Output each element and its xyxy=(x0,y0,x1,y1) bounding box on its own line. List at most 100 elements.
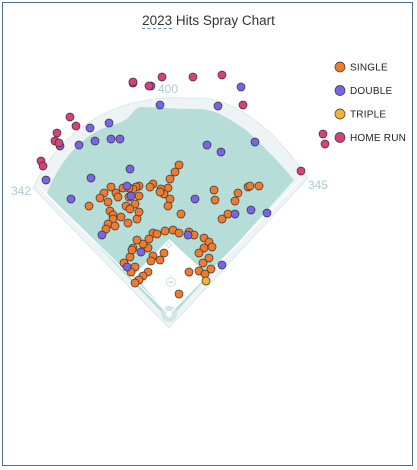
single-marker[interactable] xyxy=(174,228,184,238)
home-run-marker[interactable] xyxy=(52,128,62,138)
home-run-marker[interactable] xyxy=(238,100,248,110)
single-marker[interactable] xyxy=(155,255,165,265)
double-marker[interactable] xyxy=(262,208,272,218)
single-marker[interactable] xyxy=(130,278,140,288)
single-marker[interactable] xyxy=(194,248,204,258)
double-marker[interactable] xyxy=(216,147,226,157)
double-marker[interactable] xyxy=(126,191,136,201)
double-marker[interactable] xyxy=(122,262,132,272)
home-run-marker[interactable] xyxy=(144,81,154,91)
single-marker[interactable] xyxy=(101,224,111,234)
single-marker[interactable] xyxy=(210,195,220,205)
single-marker[interactable] xyxy=(132,235,142,245)
legend-item-triple[interactable]: TRIPLE xyxy=(334,108,386,121)
legend-label: TRIPLE xyxy=(350,110,386,121)
double-marker[interactable] xyxy=(41,175,51,185)
double-marker[interactable] xyxy=(125,164,135,174)
single-marker[interactable] xyxy=(233,188,243,198)
single-marker[interactable] xyxy=(155,187,165,197)
legend-swatch xyxy=(334,108,346,120)
single-marker[interactable] xyxy=(174,160,184,170)
double-marker[interactable] xyxy=(183,230,193,240)
double-marker[interactable] xyxy=(122,181,132,191)
double-marker[interactable] xyxy=(217,260,227,270)
single-marker[interactable] xyxy=(123,218,133,228)
double-marker[interactable] xyxy=(190,194,200,204)
double-marker[interactable] xyxy=(85,123,95,133)
single-marker[interactable] xyxy=(160,226,170,236)
single-marker[interactable] xyxy=(110,221,120,231)
single-marker[interactable] xyxy=(184,267,194,277)
single-marker[interactable] xyxy=(146,256,156,266)
double-marker[interactable] xyxy=(86,173,96,183)
single-marker[interactable] xyxy=(145,182,155,192)
single-marker[interactable] xyxy=(95,193,105,203)
single-marker[interactable] xyxy=(176,209,186,219)
double-marker[interactable] xyxy=(66,194,76,204)
single-marker[interactable] xyxy=(207,242,217,252)
single-marker[interactable] xyxy=(206,264,216,274)
double-marker[interactable] xyxy=(90,136,100,146)
season-year[interactable]: 2023 xyxy=(142,13,173,29)
triple-marker[interactable] xyxy=(201,276,211,286)
double-marker[interactable] xyxy=(74,140,84,150)
single-marker[interactable] xyxy=(134,207,144,217)
home-run-marker[interactable] xyxy=(38,161,48,171)
home-run-marker[interactable] xyxy=(65,112,75,122)
single-marker[interactable] xyxy=(106,182,116,192)
single-marker[interactable] xyxy=(204,253,214,263)
single-marker[interactable] xyxy=(152,229,162,239)
legend-item-double[interactable]: DOUBLE xyxy=(334,85,392,98)
chart-frame: 2023 Hits Spray Chart 342 400 345 SINGLE… xyxy=(2,2,413,466)
single-marker[interactable] xyxy=(209,185,219,195)
double-marker[interactable] xyxy=(246,205,256,215)
single-marker[interactable] xyxy=(165,174,175,184)
legend-swatch xyxy=(334,85,346,96)
single-marker[interactable] xyxy=(163,201,173,211)
home-run-marker[interactable] xyxy=(296,166,306,176)
single-marker[interactable] xyxy=(217,214,227,224)
single-marker[interactable] xyxy=(127,245,137,255)
single-marker[interactable] xyxy=(174,289,184,299)
home-run-marker[interactable] xyxy=(318,129,328,139)
home-run-marker[interactable] xyxy=(157,72,167,82)
double-marker[interactable] xyxy=(155,100,165,110)
hit-markers xyxy=(36,70,330,299)
home-run-marker[interactable] xyxy=(320,139,330,149)
single-marker[interactable] xyxy=(198,258,208,268)
double-marker[interactable] xyxy=(250,137,260,147)
single-marker[interactable] xyxy=(159,248,169,258)
single-marker[interactable] xyxy=(245,181,255,191)
single-marker[interactable] xyxy=(170,167,180,177)
single-marker[interactable] xyxy=(125,204,135,214)
home-run-marker[interactable] xyxy=(54,138,64,148)
home-run-marker[interactable] xyxy=(71,121,81,131)
double-marker[interactable] xyxy=(236,82,246,92)
double-marker[interactable] xyxy=(97,230,107,240)
single-marker[interactable] xyxy=(113,192,123,202)
second-base xyxy=(165,241,173,249)
double-marker[interactable] xyxy=(202,140,212,150)
single-marker[interactable] xyxy=(230,196,240,206)
legend-swatch xyxy=(334,61,346,73)
chart-title-text: Hits Spray Chart xyxy=(172,13,275,28)
single-marker[interactable] xyxy=(116,212,126,222)
center-field-distance: 400 xyxy=(158,82,178,96)
double-marker[interactable] xyxy=(115,134,125,144)
single-marker[interactable] xyxy=(103,197,113,207)
double-marker[interactable] xyxy=(213,101,223,111)
legend-item-home-run[interactable]: HOME RUN xyxy=(334,132,406,145)
home-run-marker[interactable] xyxy=(217,70,227,80)
legend-item-single[interactable]: SINGLE xyxy=(334,61,388,74)
single-marker[interactable] xyxy=(84,201,94,211)
single-marker[interactable] xyxy=(134,191,144,201)
double-marker[interactable] xyxy=(106,134,116,144)
home-run-marker[interactable] xyxy=(188,72,198,82)
double-marker[interactable] xyxy=(230,209,240,219)
single-marker[interactable] xyxy=(144,234,154,244)
double-marker[interactable] xyxy=(136,247,146,257)
home-run-marker[interactable] xyxy=(128,77,138,87)
single-marker[interactable] xyxy=(254,181,264,191)
double-marker[interactable] xyxy=(104,118,114,128)
single-marker[interactable] xyxy=(138,239,148,249)
